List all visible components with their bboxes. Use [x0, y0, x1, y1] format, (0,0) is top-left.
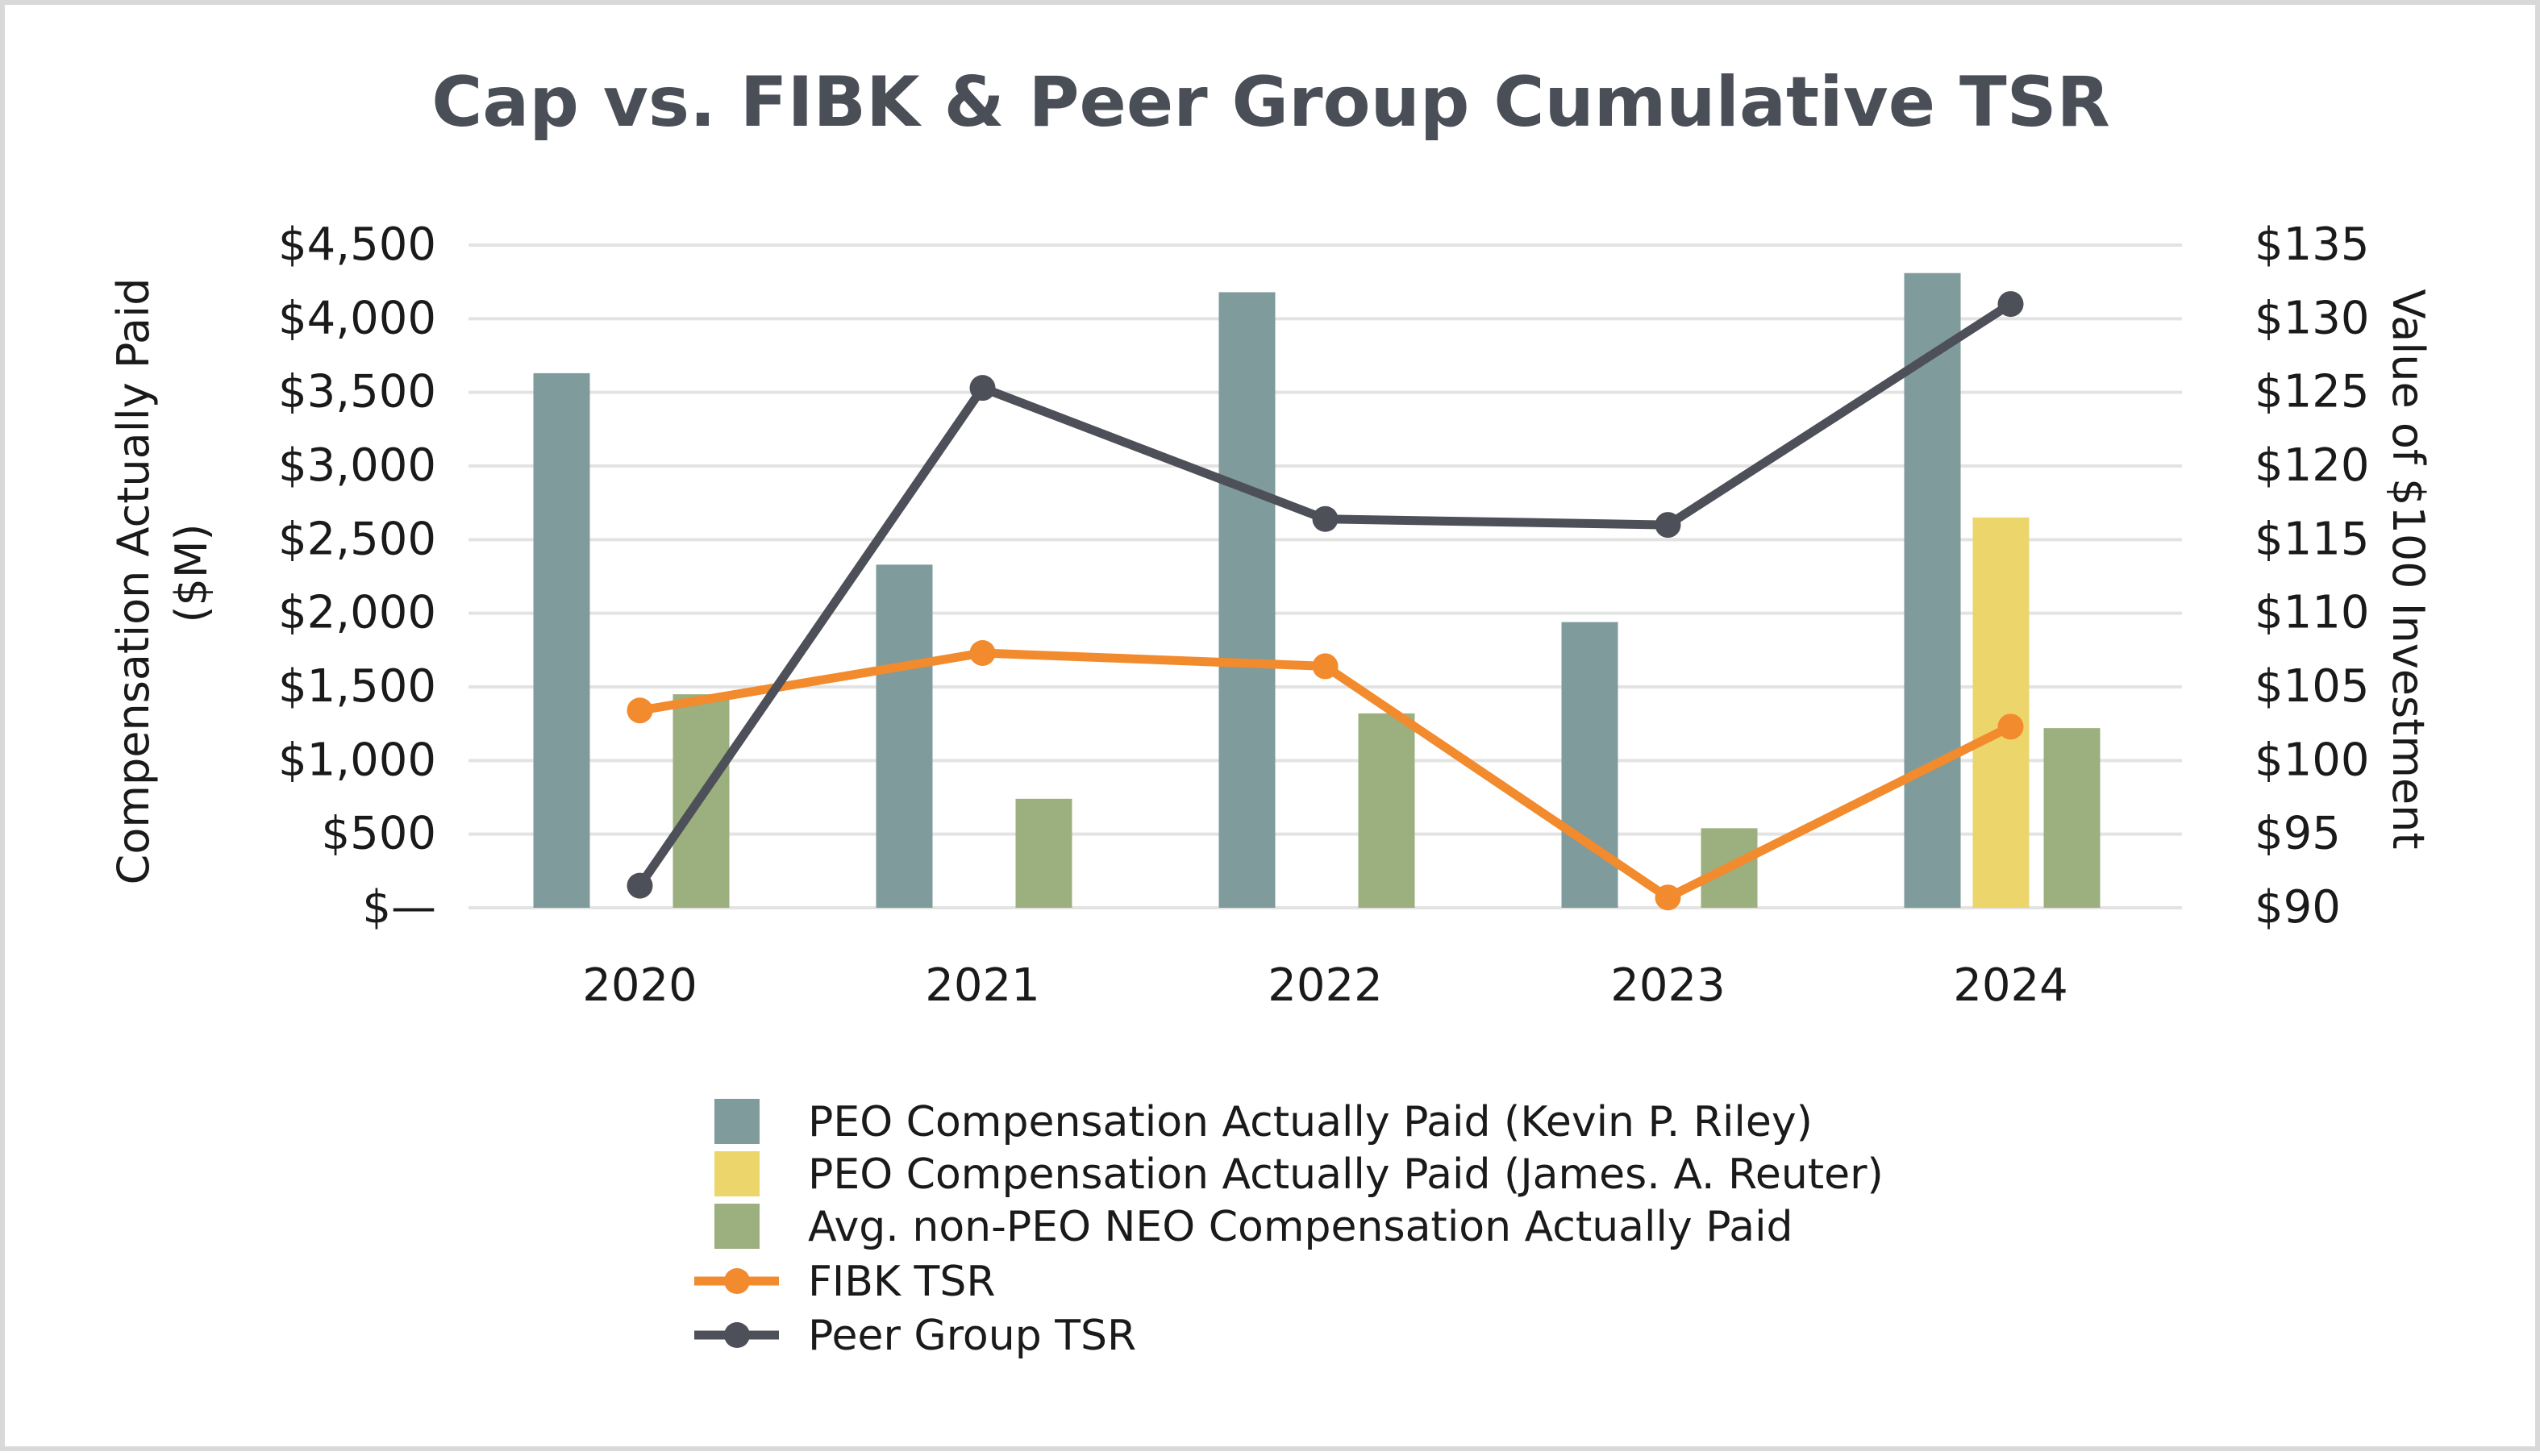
legend-label: Avg. non-PEO NEO Compensation Actually P…	[808, 1203, 1793, 1251]
right-tick-label: $90	[2255, 881, 2341, 934]
lines	[627, 291, 2024, 911]
data-point	[1655, 884, 1681, 911]
bar	[1218, 292, 1276, 908]
left-axis-ticks: $— $500 $1,000 $1,500 $2,000 $2,500 $3,000 $3,5…	[278, 218, 436, 934]
legend-swatch	[714, 1151, 760, 1196]
right-tick-label: $100	[2255, 734, 2370, 786]
left-tick-label: $1,000	[278, 734, 436, 786]
bar	[2043, 728, 2101, 908]
x-tick-label: 2021	[925, 959, 1040, 1012]
legend-swatch	[714, 1099, 760, 1144]
right-tick-label: $125	[2255, 366, 2370, 418]
left-tick-label: $2,500	[278, 513, 436, 565]
right-axis-title: Value of $100 Investment	[2383, 289, 2434, 849]
bars	[533, 272, 2101, 908]
left-tick-label: $4,000	[278, 292, 436, 344]
legend-label: FIBK TSR	[808, 1258, 995, 1306]
legend-swatch	[714, 1204, 760, 1249]
data-point	[1997, 713, 2024, 740]
x-tick-label: 2024	[1953, 959, 2068, 1012]
bar	[876, 564, 933, 908]
chart-canvas: Cap vs. FIBK & Peer Group Cumulative TSR…	[108, 62, 2434, 1360]
left-tick-label: $4,500	[278, 218, 436, 271]
legend-label: PEO Compensation Actually Paid (James. A…	[808, 1150, 1884, 1199]
series-line	[635, 648, 2015, 902]
right-tick-label: $130	[2255, 292, 2370, 344]
data-point	[969, 375, 996, 401]
bar	[1015, 798, 1072, 908]
left-tick-label: $3,000	[278, 439, 436, 492]
x-tick-label: 2023	[1610, 959, 1726, 1012]
legend-label: Peer Group TSR	[808, 1312, 1136, 1360]
data-point	[969, 639, 996, 666]
legend: PEO Compensation Actually Paid (Kevin P.…	[694, 1098, 1884, 1360]
left-tick-label: $3,500	[278, 366, 436, 418]
bar	[533, 372, 590, 908]
data-point	[627, 697, 653, 724]
legend-marker	[724, 1322, 750, 1348]
left-tick-label: $1,500	[278, 660, 436, 713]
chart-title: Cap vs. FIBK & Peer Group Cumulative TSR	[431, 62, 2110, 143]
left-axis-title-line2: ($M)	[166, 523, 217, 622]
legend-label: PEO Compensation Actually Paid (Kevin P.…	[808, 1098, 1813, 1146]
left-tick-label: $—	[362, 881, 436, 934]
bar	[1358, 713, 1415, 908]
bar	[1561, 622, 1618, 908]
right-tick-label: $135	[2255, 218, 2370, 271]
left-tick-label: $500	[321, 808, 436, 860]
x-tick-label: 2020	[582, 959, 697, 1012]
left-axis-title-line1: Compensation Actually Paid	[108, 278, 159, 885]
right-tick-label: $120	[2255, 439, 2370, 492]
legend-marker	[724, 1268, 750, 1294]
bar	[1904, 272, 1961, 908]
x-tick-label: 2022	[1268, 959, 1383, 1012]
data-point	[1655, 512, 1681, 539]
x-axis-labels: 2020 2021 2022 2023 2024	[582, 959, 2068, 1012]
bar	[1972, 517, 2030, 908]
right-axis-ticks: $90 $95 $100 $105 $110 $115 $120 $125 $130 $135	[2255, 218, 2370, 934]
right-tick-label: $95	[2255, 808, 2341, 860]
left-tick-label: $2,000	[278, 587, 436, 639]
right-tick-label: $110	[2255, 587, 2370, 639]
right-tick-label: $115	[2255, 513, 2370, 565]
data-point	[1312, 505, 1339, 532]
data-point	[1312, 653, 1339, 680]
data-point	[1997, 291, 2024, 318]
data-point	[627, 872, 653, 899]
right-tick-label: $105	[2255, 660, 2370, 713]
